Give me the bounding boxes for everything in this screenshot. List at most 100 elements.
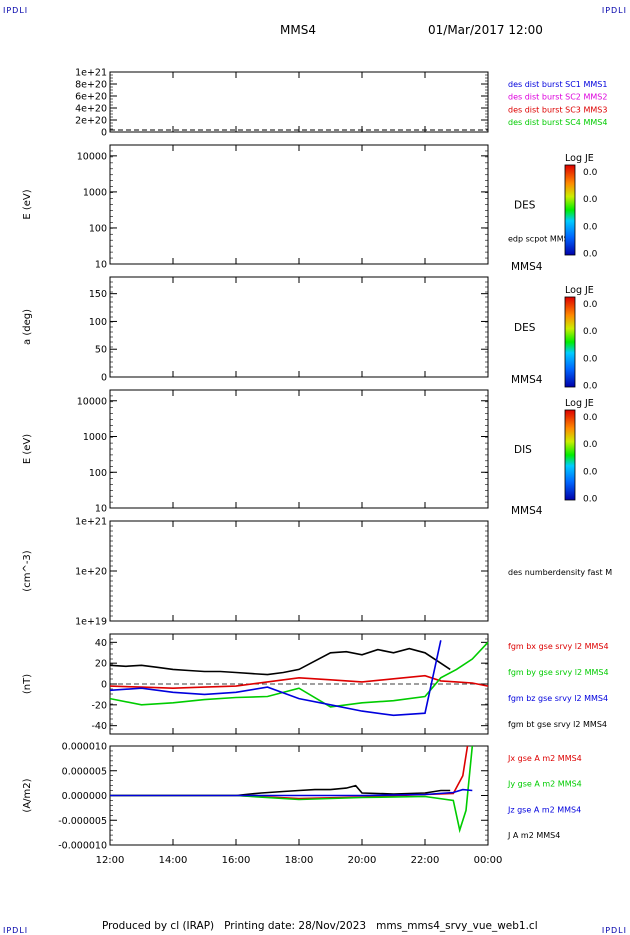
panel-7-ytick-label: 0.000000 bbox=[62, 791, 107, 802]
panel-3-side-label: DES bbox=[514, 322, 536, 334]
panel-1-legend-entry: des dist burst SC2 MMS2 bbox=[508, 93, 607, 102]
panel-7-series-line bbox=[110, 784, 451, 797]
panel-4-ytick-label: 10 bbox=[95, 504, 107, 515]
panel-3-colorbar-tick: 0.0 bbox=[583, 327, 598, 337]
panel-7-legend-entry: Jx gse A m2 MMS4 bbox=[507, 754, 582, 763]
spacecraft-title: MMS4 bbox=[280, 23, 316, 37]
x-tick-label: 14:00 bbox=[159, 855, 188, 866]
panel-6-series-line bbox=[109, 640, 442, 717]
panel-6-series-line bbox=[109, 647, 451, 676]
panel-4-colorbar-tick: 0.0 bbox=[583, 467, 598, 477]
x-tick-label: 00:00 bbox=[474, 855, 503, 866]
corner-label-top-right: IPDLI bbox=[601, 6, 627, 15]
panel-4-ytick-label: 10000 bbox=[77, 396, 107, 407]
panel-5-ylabel: (cm^-3) bbox=[22, 550, 33, 591]
panel-6-ylabel: (nT) bbox=[22, 674, 33, 694]
panel-2-colorbar-tick: 0.0 bbox=[583, 195, 598, 205]
panel-1-legend-entry: des dist burst SC1 MMS1 bbox=[508, 80, 607, 89]
panel-1-ytick-label: 6e+20 bbox=[75, 92, 107, 103]
panel-3-colorbar-tick: 0.0 bbox=[583, 300, 598, 310]
panel-2-colorbar bbox=[564, 164, 576, 256]
panel-2-colorbar-tick: 0.0 bbox=[583, 222, 598, 232]
panel-3-ytick-label: 0 bbox=[101, 373, 107, 384]
panel-6-ytick-label: 20 bbox=[95, 659, 107, 670]
panel-3-ytick-label: 50 bbox=[95, 345, 107, 356]
panel-1-legend-entry: des dist burst SC3 MMS3 bbox=[508, 105, 607, 114]
footer-printing-date: Printing date: 28/Nov/2023 bbox=[224, 920, 367, 932]
panel-6-legend-entry: fgm bt gse srvy l2 MMS4 bbox=[508, 720, 607, 729]
footer-produced-by: Produced by cl (IRAP) bbox=[102, 920, 215, 932]
panel-7-legend-entry: Jy gse A m2 MMS4 bbox=[507, 780, 582, 789]
panel-7-ytick-label: 0.000005 bbox=[62, 766, 107, 777]
panel-1-ytick-label: 8e+20 bbox=[75, 80, 107, 91]
footer: Produced by cl (IRAP) Printing date: 28/… bbox=[102, 920, 538, 932]
panel-3-colorbar-tick: 0.0 bbox=[583, 382, 598, 392]
x-tick-label: 16:00 bbox=[222, 855, 251, 866]
panel-5-ytick-label: 1e+21 bbox=[75, 517, 107, 528]
panel-2-ytick-label: 10000 bbox=[77, 151, 107, 162]
panel-4-colorbar-tick: 0.0 bbox=[583, 413, 598, 423]
panel-1-frame bbox=[109, 71, 489, 133]
panel-2-side-label: DES bbox=[514, 200, 536, 212]
panel-5-legend-entry: des numberdensity fast M bbox=[508, 568, 612, 577]
panel-7-ylabel: (A/m2) bbox=[22, 778, 33, 812]
panel-2-ytick-label: 10 bbox=[95, 260, 107, 271]
panel-5-ytick-label: 1e+20 bbox=[75, 567, 107, 578]
panel-4-ytick-label: 100 bbox=[89, 468, 107, 479]
corner-label-bottom-right: IPDLI bbox=[601, 926, 627, 935]
panel-3-colorbar-title: Log JE bbox=[565, 285, 594, 296]
panel-3-ylabel: a (deg) bbox=[22, 309, 33, 345]
panel-6-ytick-label: -20 bbox=[91, 700, 107, 711]
panel-7-ytick-label: -0.000005 bbox=[58, 816, 107, 827]
panel-2-ylabel: E (eV) bbox=[22, 189, 33, 219]
panel-4-colorbar-title: Log JE bbox=[565, 398, 594, 409]
datetime-title: 01/Mar/2017 12:00 bbox=[428, 23, 543, 37]
panel-2-side-sublabel: edp scpot MMS4 bbox=[508, 235, 574, 244]
panel-7-series-line bbox=[110, 745, 474, 834]
panel-1-ytick-label: 0 bbox=[101, 128, 107, 139]
panel-2-colorbar-tick: 0.0 bbox=[583, 168, 598, 178]
x-tick-label: 18:00 bbox=[285, 855, 314, 866]
panel-7-series-line bbox=[110, 788, 473, 797]
panel-6-legend-entry: fgm bz gse srvy l2 MMS4 bbox=[508, 694, 608, 703]
panel-4-side-label: DIS bbox=[514, 444, 532, 456]
panel-6-ytick-label: 40 bbox=[95, 638, 107, 649]
panel-6-series-line bbox=[109, 674, 489, 690]
panel-5-frame bbox=[109, 520, 489, 622]
panel-6-legend-entry: fgm bx gse srvy l2 MMS4 bbox=[508, 642, 609, 651]
panel-2-ytick-label: 100 bbox=[89, 223, 107, 234]
panel-6-legend-entry: fgm by gse srvy l2 MMS4 bbox=[508, 668, 609, 677]
x-tick-label: 22:00 bbox=[411, 855, 440, 866]
panel-1-legend-entry: des dist burst SC4 MMS4 bbox=[508, 118, 607, 127]
panel-6-ytick-label: -40 bbox=[91, 721, 107, 732]
panel-1-ytick-label: 4e+20 bbox=[75, 104, 107, 115]
panel-7-legend-entry: J A m2 MMS4 bbox=[507, 831, 560, 840]
panel-2-ytick-label: 1000 bbox=[83, 187, 107, 198]
panel-3-colorbar bbox=[564, 296, 576, 388]
panel-2-colorbar-tick: 0.0 bbox=[583, 250, 598, 260]
panel-4-ytick-label: 1000 bbox=[83, 432, 107, 443]
panel-3-ytick-label: 150 bbox=[89, 289, 107, 300]
x-tick-label: 20:00 bbox=[348, 855, 377, 866]
panel-3-colorbar-tick: 0.0 bbox=[583, 354, 598, 364]
footer-file: mms_mms4_srvy_vue_web1.cl bbox=[376, 920, 538, 932]
panel-4-colorbar-tick: 0.0 bbox=[583, 440, 598, 450]
x-tick-label: 12:00 bbox=[96, 855, 125, 866]
corner-label-bottom-left: IPDLI bbox=[3, 926, 29, 935]
panel-4-colorbar-tick: 0.0 bbox=[583, 495, 598, 505]
panel-2-spacecraft-label: MMS4 bbox=[511, 261, 543, 273]
panel-3-frame bbox=[109, 276, 489, 378]
panel-6-ytick-label: 0 bbox=[101, 680, 107, 691]
panel-4-frame bbox=[109, 389, 489, 509]
corner-label-top-left: IPDLI bbox=[3, 6, 29, 15]
panel-6-series-line bbox=[109, 641, 489, 708]
panel-4-colorbar bbox=[564, 409, 576, 501]
panel-4-spacecraft-label: MMS4 bbox=[511, 505, 543, 517]
panel-3-ytick-label: 100 bbox=[89, 317, 107, 328]
panel-3-spacecraft-label: MMS4 bbox=[511, 374, 543, 386]
panel-4-ylabel: E (eV) bbox=[22, 434, 33, 464]
panel-7-ytick-label: -0.000010 bbox=[58, 841, 107, 852]
panel-2-frame bbox=[109, 144, 489, 265]
panel-2-colorbar-title: Log JE bbox=[565, 153, 594, 164]
